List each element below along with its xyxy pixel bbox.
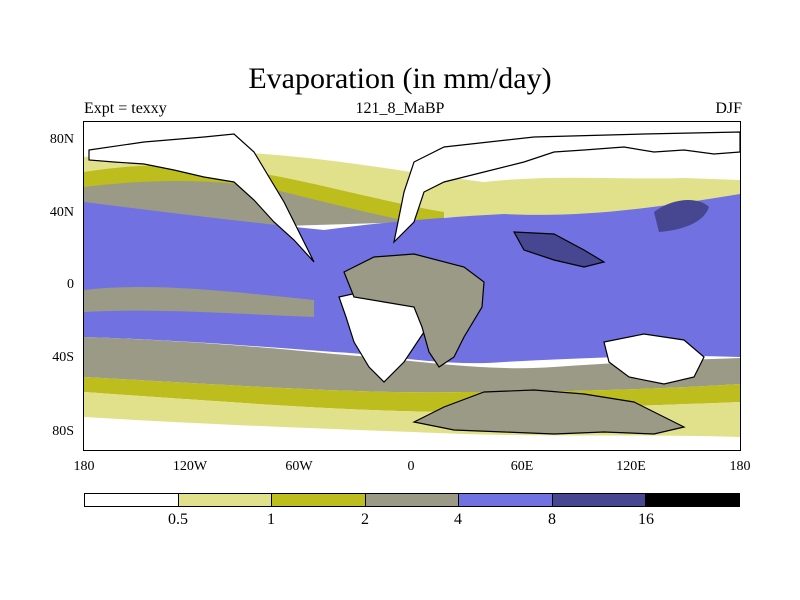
lat-tick-80s: 80S bbox=[52, 424, 74, 439]
africa bbox=[343, 253, 485, 368]
lon-tick-60w: 60W bbox=[285, 459, 313, 474]
season-label: DJF bbox=[715, 100, 742, 117]
colorbar-segment-6 bbox=[552, 494, 647, 506]
north-america bbox=[88, 133, 315, 263]
colorbar-segment-1 bbox=[85, 494, 179, 506]
lon-tick-120e: 120E bbox=[616, 459, 646, 474]
pacific-dark bbox=[654, 200, 709, 232]
colorbar-label-8: 8 bbox=[548, 511, 556, 528]
lon-tick-60e: 60E bbox=[510, 459, 534, 474]
colorbar-segment-4 bbox=[365, 494, 460, 506]
colorbar-label-16: 16 bbox=[638, 511, 654, 528]
colorbar-segment-2 bbox=[178, 494, 273, 506]
lon-tick-0: 0 bbox=[407, 459, 415, 474]
band-equatorial-gray bbox=[84, 287, 314, 317]
lon-tick-180e: 180 bbox=[729, 459, 751, 474]
australia bbox=[603, 333, 705, 385]
colorbar-label-2: 2 bbox=[361, 511, 369, 528]
colorbar-segment-3 bbox=[272, 494, 366, 506]
map-svg bbox=[84, 122, 740, 450]
map-plot bbox=[83, 121, 741, 451]
colorbar-segment-5 bbox=[459, 494, 553, 506]
colorbar-label-1: 1 bbox=[267, 511, 275, 528]
south-pole-white bbox=[84, 432, 740, 450]
eurasia bbox=[393, 131, 740, 244]
lat-tick-40n: 40N bbox=[49, 205, 74, 220]
period-label: 121_8_MaBP bbox=[355, 100, 445, 117]
colorbar-label-4: 4 bbox=[454, 511, 462, 528]
colorbar-label-0.5: 0.5 bbox=[168, 511, 188, 528]
lat-tick-40s: 40S bbox=[52, 350, 74, 365]
asia-tropical bbox=[512, 231, 606, 268]
colorbar bbox=[84, 493, 740, 507]
colorbar-segment-7 bbox=[646, 494, 740, 506]
band-south-gray bbox=[84, 337, 740, 393]
chart-title: Evaporation (in mm/day) bbox=[248, 62, 552, 95]
lon-tick-120w: 120W bbox=[172, 459, 208, 474]
antarctica bbox=[412, 389, 686, 435]
lat-tick-80n: 80N bbox=[49, 132, 74, 147]
lat-tick-0: 0 bbox=[67, 277, 74, 292]
lon-tick-180w: 180 bbox=[73, 459, 95, 474]
experiment-label: Expt = texxy bbox=[84, 100, 167, 117]
